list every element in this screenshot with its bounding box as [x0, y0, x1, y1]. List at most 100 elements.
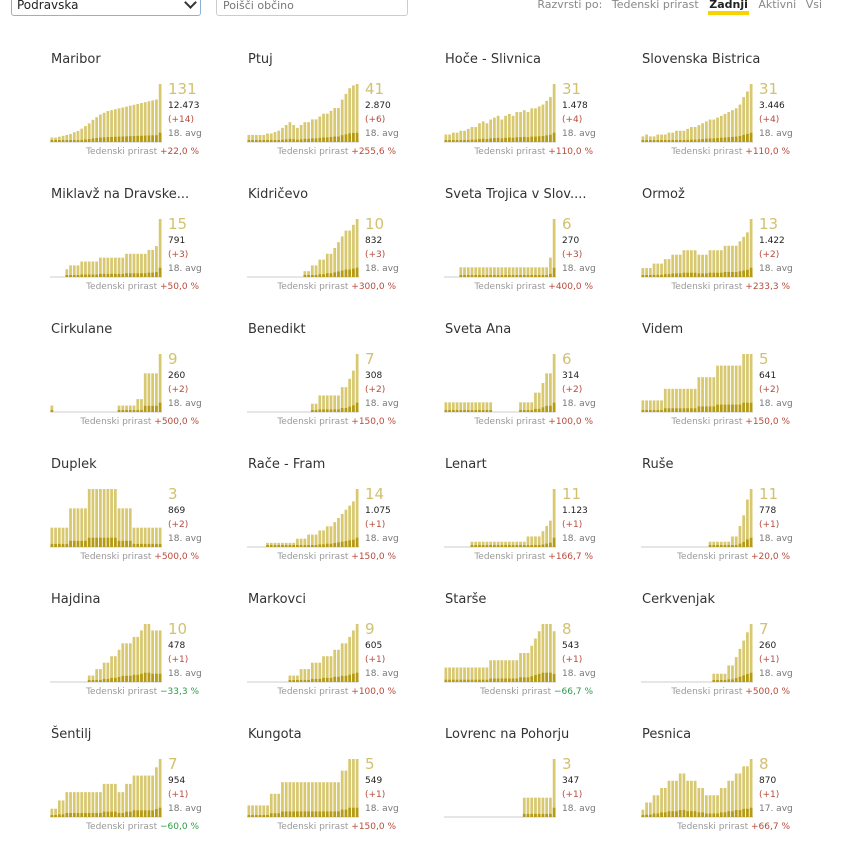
- chart-bar: [95, 489, 99, 547]
- chart-bar: [545, 525, 549, 547]
- chart-bar-new: [121, 813, 125, 817]
- municipality-card[interactable]: Hoče - Slivnica 31 1.478 (+4) 18. avg Tedensk…: [444, 52, 604, 172]
- chart-bar-new: [117, 273, 121, 277]
- sort-option-active[interactable]: Aktivni: [758, 0, 797, 11]
- chart-bar-new: [50, 543, 54, 547]
- chart-bar-new: [140, 409, 143, 412]
- active-cases-count: 3: [168, 485, 178, 503]
- chart-bar-new: [277, 545, 281, 547]
- municipality-card[interactable]: Maribor 131 12.473 (+14) 18. avg Tedenski pri…: [50, 52, 210, 172]
- municipality-card[interactable]: Pesnica 8 870 (+1) 17. avg Tedenski prirast +…: [641, 727, 801, 847]
- chart-bar: [712, 250, 716, 277]
- chart-bar: [474, 127, 478, 142]
- daily-change: (+1): [168, 655, 189, 665]
- chart-bar: [143, 102, 147, 142]
- chart-bar: [478, 541, 481, 547]
- chart-bar-new: [281, 139, 284, 142]
- chart-bar: [284, 782, 288, 817]
- chart-bar-new: [348, 807, 352, 817]
- municipality-card[interactable]: Rače - Fram 14 1.075 (+1) 18. avg Tedenski pr…: [247, 457, 407, 577]
- weekly-growth-value: +150,0 %: [745, 417, 790, 427]
- municipality-card[interactable]: Ormož 13 1.422 (+2) 18. avg Tedenski prirast …: [641, 187, 801, 307]
- chart-bar-new: [344, 269, 348, 277]
- municipality-card[interactable]: Videm 5 641 (+2) 18. avg Tedenski prirast +15…: [641, 322, 801, 442]
- chart-bar: [87, 675, 91, 682]
- municipality-card[interactable]: Lovrenc na Pohorju 3 347 (+1) 18. avg: [444, 727, 604, 847]
- municipality-card[interactable]: Šentilj 7 954 (+1) 18. avg Tedenski prirast −…: [50, 727, 210, 847]
- daily-change: (+4): [759, 115, 780, 125]
- chart-bar-new: [660, 410, 663, 412]
- chart-bar-new: [552, 402, 556, 412]
- municipality-card[interactable]: Markovci 9 605 (+1) 18. avg Tedenski prirast …: [247, 592, 407, 712]
- municipality-card[interactable]: Ptuj 41 2.870 (+6) 18. avg Tedenski prirast +…: [247, 52, 407, 172]
- chart-bar-new: [690, 811, 693, 817]
- weekly-growth-value: −66,7 %: [554, 687, 593, 697]
- municipality-card[interactable]: Sveta Ana 6 314 (+2) 18. avg Tedenski prirast…: [444, 322, 604, 442]
- chart-bar: [87, 792, 91, 817]
- chart-bar-new: [719, 404, 723, 412]
- chart-bar-new: [541, 136, 545, 142]
- chart-bar: [719, 541, 723, 547]
- chart-bar: [641, 400, 645, 412]
- chart-bar: [493, 660, 496, 682]
- chart-bar-new: [292, 680, 296, 682]
- municipality-card[interactable]: Benedikt 7 308 (+2) 18. avg Tedenski prirast …: [247, 322, 407, 442]
- chart-bar-new: [667, 140, 671, 142]
- chart-bar-new: [310, 410, 314, 412]
- chart-bar-new: [318, 811, 322, 817]
- municipality-card[interactable]: Lenart 11 1.123 (+1) 18. avg Tedenski prirast…: [444, 457, 604, 577]
- chart-bar-new: [140, 543, 143, 547]
- municipality-card[interactable]: Hajdina 10 478 (+1) 18. avg Tedenski prirast …: [50, 592, 210, 712]
- chart-bar: [667, 259, 671, 277]
- chart-bar-new: [340, 408, 344, 412]
- chart-bar-new: [507, 137, 511, 142]
- municipality-card[interactable]: Ruše 11 778 (+1) 18. avg Tedenski prirast +20…: [641, 457, 801, 577]
- region-select[interactable]: Podravska: [11, 0, 201, 16]
- chart-bar: [69, 792, 72, 817]
- municipality-search-input[interactable]: [216, 0, 408, 16]
- municipality-card[interactable]: Kidričevo 10 832 (+3) 18. avg Tedenski priras…: [247, 187, 407, 307]
- municipality-card[interactable]: Duplek 3 869 (+2) 18. avg Tedenski prirast +5…: [50, 457, 210, 577]
- chart-bar: [723, 365, 727, 412]
- chart-bar-new: [65, 275, 69, 277]
- chart-bar-new: [746, 674, 749, 682]
- chart-bar-new: [667, 274, 671, 277]
- chart-bar: [734, 536, 738, 547]
- sort-option-weekly-growth[interactable]: Tedenski prirast: [611, 0, 699, 11]
- chart-bar-new: [682, 810, 686, 817]
- municipality-card[interactable]: Starše 8 543 (+1) 18. avg Tedenski prirast −6…: [444, 592, 604, 712]
- chart-bar-new: [322, 409, 325, 412]
- chart-bar-new: [466, 275, 470, 277]
- chart-bar-new: [526, 813, 530, 817]
- active-cases-count: 11: [759, 485, 779, 503]
- municipality-card[interactable]: Kungota 5 549 (+1) 18. avg Tedenski prirast +…: [247, 727, 407, 847]
- chart-bar-new: [470, 679, 474, 682]
- sort-option-latest[interactable]: Zadnji: [708, 0, 749, 15]
- chart-bar-new: [474, 679, 478, 682]
- chart-bar: [493, 267, 496, 277]
- chart-bar-new: [701, 273, 704, 277]
- chart-bar-new: [648, 140, 652, 142]
- chart-bar-new: [310, 545, 314, 547]
- municipality-card[interactable]: Cerkvenjak 7 260 (+1) 18. avg Tedenski priras…: [641, 592, 801, 712]
- chart-bar-new: [466, 410, 470, 412]
- weekly-growth-value: +100,0 %: [548, 417, 593, 427]
- municipality-card[interactable]: Sveta Trojica v Slov.... 6 270 (+3) 18. avg T…: [444, 187, 604, 307]
- municipality-card[interactable]: Cirkulane 9 260 (+2) 18. avg Tedenski prirast…: [50, 322, 210, 442]
- daily-change: (+3): [562, 250, 583, 260]
- chart-bar: [266, 805, 269, 817]
- chart-bar: [678, 388, 682, 412]
- chart-bar-new: [537, 275, 541, 277]
- chart-bar: [288, 542, 292, 547]
- chart-bar: [663, 388, 667, 412]
- chart-bar: [322, 530, 325, 547]
- chart-bar-new: [526, 137, 530, 142]
- municipality-card[interactable]: Slovenska Bistrica 31 3.446 (+4) 18. avg Tede…: [641, 52, 801, 172]
- chart-bar-new: [91, 680, 95, 682]
- chart-bar-new: [95, 537, 99, 547]
- municipality-card[interactable]: Miklavž na Dravske... 15 791 (+3) 18. avg Ted…: [50, 187, 210, 307]
- sort-option-all[interactable]: Vsi: [805, 0, 822, 11]
- weekly-growth-value: +150,0 %: [351, 417, 396, 427]
- chart-bar: [254, 134, 258, 142]
- chart-bar-new: [310, 275, 314, 277]
